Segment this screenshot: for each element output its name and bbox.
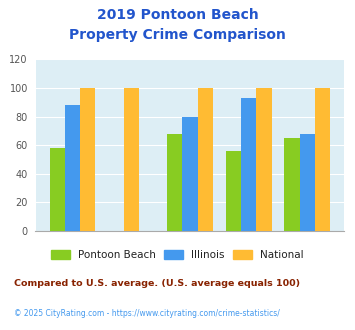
Legend: Pontoon Beach, Illinois, National: Pontoon Beach, Illinois, National xyxy=(47,246,308,264)
Bar xyxy=(80,88,95,231)
Bar xyxy=(124,88,139,231)
Text: © 2025 CityRating.com - https://www.cityrating.com/crime-statistics/: © 2025 CityRating.com - https://www.city… xyxy=(14,309,280,317)
Text: Compared to U.S. average. (U.S. average equals 100): Compared to U.S. average. (U.S. average … xyxy=(14,279,300,288)
Bar xyxy=(241,98,256,231)
Bar xyxy=(50,148,65,231)
Bar xyxy=(256,88,272,231)
Bar xyxy=(226,151,241,231)
Text: Property Crime Comparison: Property Crime Comparison xyxy=(69,28,286,42)
Text: 2019 Pontoon Beach: 2019 Pontoon Beach xyxy=(97,8,258,22)
Bar xyxy=(65,105,80,231)
Bar xyxy=(167,134,182,231)
Bar xyxy=(182,116,198,231)
Bar xyxy=(315,88,330,231)
Bar xyxy=(284,138,300,231)
Bar xyxy=(300,134,315,231)
Bar xyxy=(198,88,213,231)
